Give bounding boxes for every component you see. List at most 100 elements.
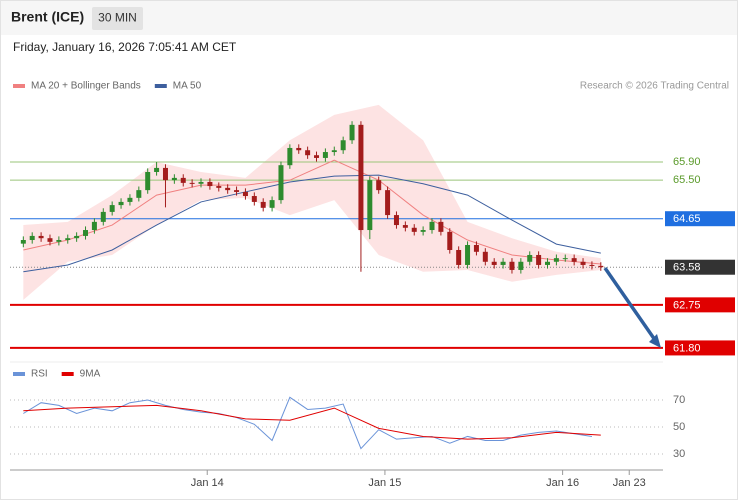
candle-body: [56, 240, 62, 242]
candle-body: [251, 196, 257, 202]
candle-body: [322, 152, 328, 158]
candle-body: [216, 186, 222, 188]
forecast-arrowhead: [649, 334, 661, 348]
candle-body: [91, 221, 97, 231]
y-tick-label: 70: [673, 394, 685, 406]
level-label: 62.75: [673, 299, 701, 311]
legend-label: MA 50: [173, 81, 202, 92]
level-box: [665, 297, 735, 313]
candle-body: [402, 225, 408, 228]
candle-body: [242, 191, 248, 197]
candle-body: [278, 165, 284, 201]
candle-body: [411, 227, 417, 232]
level-box: [665, 340, 735, 356]
candle-body: [234, 190, 240, 192]
candle-body: [314, 155, 320, 158]
candle-body: [509, 261, 515, 270]
timeframe: 30 MIN: [98, 11, 137, 25]
candle-body: [109, 205, 115, 212]
candle-body: [189, 182, 195, 184]
candle-body: [154, 167, 160, 172]
candle-body: [376, 180, 382, 191]
ma-line: [23, 174, 601, 273]
candle-body: [580, 261, 586, 265]
x-tick-label: Jan 23: [613, 477, 646, 489]
candle-body: [331, 150, 337, 153]
candle-body: [83, 230, 89, 236]
candle-body: [589, 264, 595, 266]
credit: Research © 2026 Trading Central: [580, 81, 729, 92]
candle-body: [518, 261, 524, 270]
candle-body: [136, 190, 142, 198]
candle-body: [536, 254, 542, 265]
candle-body: [447, 231, 453, 250]
title: Brent (ICE): [11, 9, 84, 25]
candle-body: [482, 251, 488, 262]
candle-body: [500, 261, 506, 265]
candle-body: [545, 261, 551, 265]
candle-body: [38, 235, 44, 239]
y-tick-label: 30: [673, 448, 685, 460]
x-tick-label: Jan 15: [368, 477, 401, 489]
candle-body: [385, 190, 391, 216]
candle-body: [420, 230, 426, 232]
candle-body: [438, 221, 444, 232]
rsi-line: [23, 404, 601, 440]
forecast-arrow: [603, 267, 657, 341]
ma-line: [23, 159, 601, 265]
candle-body: [562, 258, 568, 260]
level-label: 61.80: [673, 342, 701, 354]
candle-body: [65, 238, 71, 241]
level-box: [665, 259, 735, 275]
candle-body: [287, 147, 293, 166]
candle-body: [260, 201, 266, 208]
timestamp: Friday, January 16, 2026 7:05:41 AM CET: [13, 40, 237, 54]
candle-body: [491, 261, 497, 265]
candle-body: [456, 249, 462, 265]
candle-body: [305, 150, 311, 156]
candle-body: [553, 258, 559, 262]
candle-body: [527, 254, 533, 262]
candle-body: [429, 221, 435, 231]
candle-body: [465, 244, 471, 265]
candle-body: [145, 171, 151, 191]
candle-body: [340, 140, 346, 151]
candle-body: [349, 124, 355, 141]
candle-body: [100, 211, 106, 222]
candle-body: [296, 147, 302, 151]
candle-body: [29, 235, 35, 241]
legend-swatch: [61, 372, 74, 376]
level-label: 65.90: [673, 156, 701, 168]
x-tick-label: Jan 16: [546, 477, 579, 489]
candle-body: [162, 167, 168, 181]
legend-label: MA 20 + Bollinger Bands: [31, 81, 141, 92]
legend-swatch: [154, 84, 167, 88]
level-label: 64.65: [673, 213, 701, 225]
candle-body: [571, 258, 577, 262]
candle-body: [473, 244, 479, 252]
legend-label: 9MA: [80, 369, 101, 380]
level-label: 63.58: [673, 262, 701, 274]
x-tick-label: Jan 14: [191, 477, 224, 489]
candle-body: [74, 235, 80, 239]
candle-body: [20, 240, 26, 244]
candle-body: [269, 200, 275, 208]
rsi-line: [23, 396, 593, 450]
candle-body: [171, 177, 177, 181]
candle-body: [198, 181, 204, 184]
candle-body: [225, 187, 231, 191]
legend-swatch: [13, 84, 25, 88]
candle-body: [367, 180, 373, 231]
candle-body: [598, 265, 604, 268]
candle-body: [358, 124, 364, 231]
candle-body: [47, 238, 53, 242]
candle-body: [393, 215, 399, 226]
candle-body: [207, 181, 213, 187]
y-tick-label: 50: [673, 421, 685, 433]
level-box: [665, 211, 735, 227]
legend-label: RSI: [31, 369, 48, 380]
candle-body: [127, 197, 133, 202]
